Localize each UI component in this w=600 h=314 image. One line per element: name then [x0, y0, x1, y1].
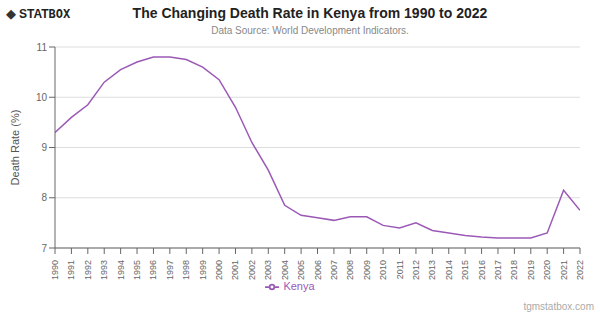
html-text:tgmstatbox.com: tgmstatbox.com	[523, 301, 594, 312]
svg-text:1994: 1994	[116, 260, 126, 280]
svg-text:2002: 2002	[247, 260, 257, 280]
svg-text:9: 9	[41, 142, 47, 153]
svg-text:2000: 2000	[214, 260, 224, 280]
html-text:Kenya: Kenya	[283, 280, 315, 292]
svg-text:8: 8	[41, 192, 47, 203]
svg-text:2006: 2006	[313, 260, 323, 280]
svg-text:2007: 2007	[329, 260, 339, 280]
svg-text:2022: 2022	[575, 260, 585, 280]
html-text:Data Source: World Development: Data Source: World Development Indicator…	[211, 25, 409, 36]
svg-text:1998: 1998	[181, 260, 191, 280]
svg-text:2011: 2011	[395, 260, 405, 279]
svg-text:1992: 1992	[83, 260, 93, 280]
svg-text:2012: 2012	[411, 260, 421, 280]
svg-text:2003: 2003	[263, 260, 273, 280]
svg-text:2005: 2005	[296, 260, 306, 280]
svg-text:2014: 2014	[444, 260, 454, 280]
html-text:The Changing Death Rate in Ken: The Changing Death Rate in Kenya from 19…	[132, 5, 488, 21]
svg-text:11: 11	[37, 42, 48, 53]
svg-text:1997: 1997	[165, 260, 175, 280]
svg-text:7: 7	[41, 243, 47, 254]
svg-text:Death Rate (%): Death Rate (%)	[9, 110, 21, 186]
svg-text:1996: 1996	[148, 260, 158, 280]
svg-text:2016: 2016	[477, 260, 487, 280]
svg-text:2021: 2021	[559, 260, 569, 280]
svg-text:1995: 1995	[132, 260, 142, 280]
svg-text:2018: 2018	[509, 260, 519, 280]
svg-text:2017: 2017	[493, 260, 503, 280]
svg-text:2019: 2019	[526, 260, 536, 280]
svg-text:2010: 2010	[378, 260, 388, 280]
svg-text:2004: 2004	[280, 260, 290, 280]
svg-text:1990: 1990	[50, 260, 60, 280]
svg-text:1999: 1999	[198, 260, 208, 280]
svg-text:10: 10	[36, 92, 48, 103]
svg-text:2013: 2013	[427, 260, 437, 280]
svg-text:2015: 2015	[460, 260, 470, 280]
svg-text:2008: 2008	[345, 260, 355, 280]
svg-text:2020: 2020	[542, 260, 552, 280]
html-text:◆ STAT BOX: ◆ STAT BOX	[6, 6, 71, 21]
svg-text:1991: 1991	[66, 260, 76, 280]
svg-text:2001: 2001	[230, 260, 240, 280]
svg-text:1993: 1993	[99, 260, 109, 280]
svg-text:2009: 2009	[362, 260, 372, 280]
